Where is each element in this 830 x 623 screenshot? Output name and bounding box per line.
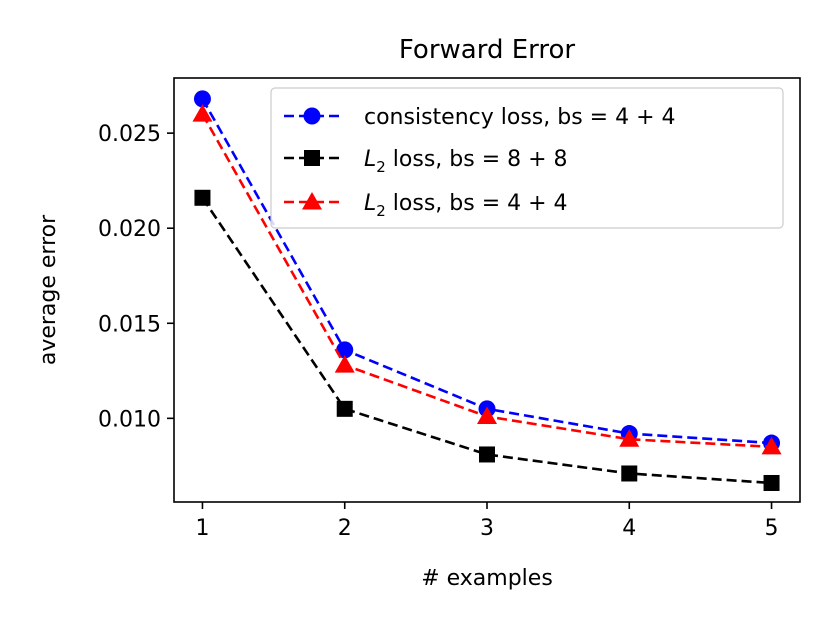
x-axis: 1 2 3 4 5 xyxy=(195,502,779,541)
x-axis-label: # examples xyxy=(421,566,553,591)
legend-label-italic: L xyxy=(364,147,376,172)
legend: consistency loss, bs = 4 + 4L2 loss, bs … xyxy=(270,87,784,229)
series-3 xyxy=(192,104,782,455)
data-point xyxy=(336,400,353,417)
y-tick-label: 0.020 xyxy=(98,217,161,242)
legend-item: L2 loss, bs = 8 + 8 xyxy=(284,147,568,176)
legend-label-italic: L xyxy=(364,191,376,216)
plot-area xyxy=(192,90,782,491)
x-tick-label: 3 xyxy=(480,516,494,541)
legend-marker xyxy=(304,150,320,166)
legend-label-subscript: 2 xyxy=(376,158,386,176)
legend-label: consistency loss, bs = 4 + 4 xyxy=(364,105,676,130)
data-point xyxy=(761,436,782,455)
legend-box xyxy=(270,87,784,229)
x-tick-label: 2 xyxy=(338,516,352,541)
chart-title: Forward Error xyxy=(399,35,576,65)
x-tick-label: 1 xyxy=(195,516,209,541)
data-point xyxy=(763,474,780,491)
legend-marker xyxy=(303,107,321,125)
y-axis: 0.010 0.015 0.020 0.025 xyxy=(98,122,174,432)
legend-label-text: loss, bs = 8 + 8 xyxy=(386,147,568,172)
data-point xyxy=(477,406,497,424)
legend-marker xyxy=(302,192,322,210)
data-point xyxy=(334,355,355,373)
data-point xyxy=(619,429,640,447)
legend-label-text: loss, bs = 4 + 4 xyxy=(386,191,568,216)
y-axis-label: average error xyxy=(36,214,61,365)
data-point xyxy=(193,90,211,108)
x-tick-label: 5 xyxy=(765,516,779,541)
data-point xyxy=(194,189,211,206)
legend-item: L2 loss, bs = 4 + 4 xyxy=(284,191,568,220)
data-point xyxy=(336,341,354,359)
y-tick-label: 0.025 xyxy=(98,122,161,147)
legend-label: L2 loss, bs = 8 + 8 xyxy=(364,147,568,176)
series-2 xyxy=(194,189,780,491)
legend-label-subscript: 2 xyxy=(376,202,386,220)
x-tick-label: 4 xyxy=(622,516,636,541)
series-line xyxy=(201,197,772,485)
data-point xyxy=(192,104,213,122)
legend-label: L2 loss, bs = 4 + 4 xyxy=(364,191,568,220)
legend-item: consistency loss, bs = 4 + 4 xyxy=(284,105,676,130)
y-tick-label: 0.015 xyxy=(98,312,161,337)
y-tick-label: 0.010 xyxy=(98,407,161,432)
data-point xyxy=(621,465,638,482)
data-point xyxy=(479,446,495,463)
